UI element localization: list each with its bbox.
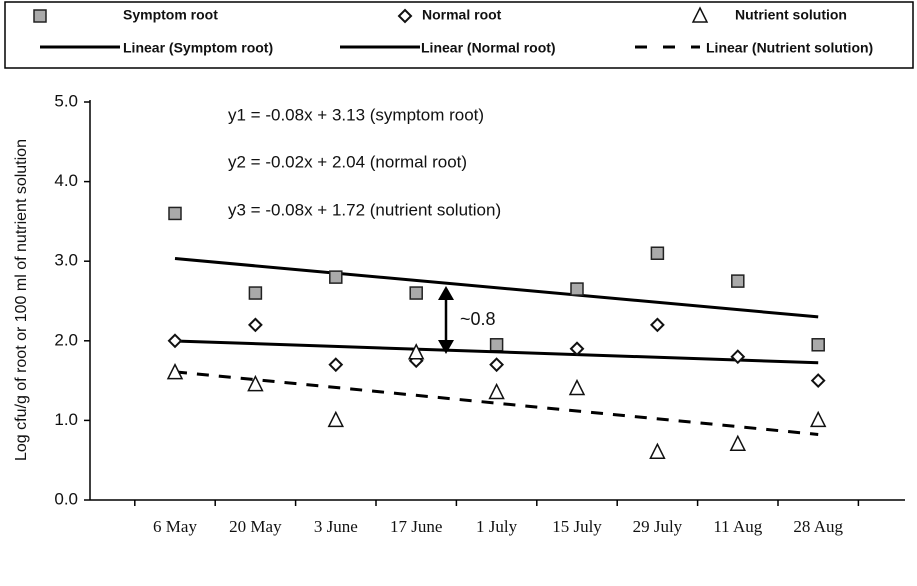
x-tick-label: 17 June (386, 516, 446, 538)
y-tick-label: 3.0 (54, 251, 78, 270)
point (409, 345, 423, 359)
legend-marker (34, 10, 46, 22)
equation: y1 = -0.08x + 3.13 (symptom root) (228, 105, 484, 124)
legend-label: Nutrient solution (735, 7, 847, 23)
y-tick-label: 2.0 (54, 330, 78, 349)
point (491, 339, 503, 351)
x-tick-label: 6 May (145, 516, 205, 538)
x-tick-label: 3 June (306, 516, 366, 538)
point (812, 339, 824, 351)
point (731, 436, 745, 450)
legend-marker (693, 8, 707, 22)
point (330, 359, 342, 371)
difference-label: ~0.8 (460, 309, 496, 329)
trend-line (175, 259, 818, 317)
x-tick-label: 11 Aug (708, 516, 768, 538)
x-tick-label: 20 May (225, 516, 285, 538)
legend-label: Linear (Symptom root) (123, 40, 273, 56)
equation: y2 = -0.02x + 2.04 (normal root) (228, 152, 467, 171)
point (811, 412, 825, 426)
point (490, 385, 504, 399)
point (249, 287, 261, 299)
point (329, 412, 343, 426)
legend-label: Linear (Normal root) (421, 40, 556, 56)
x-tick-label: 28 Aug (788, 516, 848, 538)
x-tick-label: 15 July (547, 516, 607, 538)
point (571, 283, 583, 295)
point (650, 444, 664, 458)
y-tick-label: 1.0 (54, 410, 78, 429)
point (169, 335, 181, 347)
point (249, 319, 261, 331)
y-tick-label: 4.0 (54, 171, 78, 190)
y-tick-label: 0.0 (54, 489, 78, 508)
point (330, 271, 342, 283)
point (732, 275, 744, 287)
legend-label: Linear (Nutrient solution) (706, 40, 873, 56)
point (491, 359, 503, 371)
x-tick-label: 29 July (627, 516, 687, 538)
chart: Log cfu/g of root or 100 ml of nutrient … (0, 0, 917, 586)
y-axis-label: Log cfu/g of root or 100 ml of nutrient … (13, 139, 30, 461)
y-tick-label: 5.0 (54, 91, 78, 110)
legend-marker (399, 10, 411, 22)
x-tick-label: 1 July (467, 516, 527, 538)
page: Log cfu/g of root or 100 ml of nutrient … (0, 0, 917, 586)
trend-line (175, 372, 818, 435)
point (651, 247, 663, 259)
equation: y3 = -0.08x + 1.72 (nutrient solution) (228, 200, 501, 219)
point (651, 319, 663, 331)
legend-label: Normal root (422, 7, 502, 23)
legend-label: Symptom root (123, 7, 218, 23)
point (410, 287, 422, 299)
point (812, 375, 824, 387)
point (169, 207, 181, 219)
point (570, 381, 584, 395)
